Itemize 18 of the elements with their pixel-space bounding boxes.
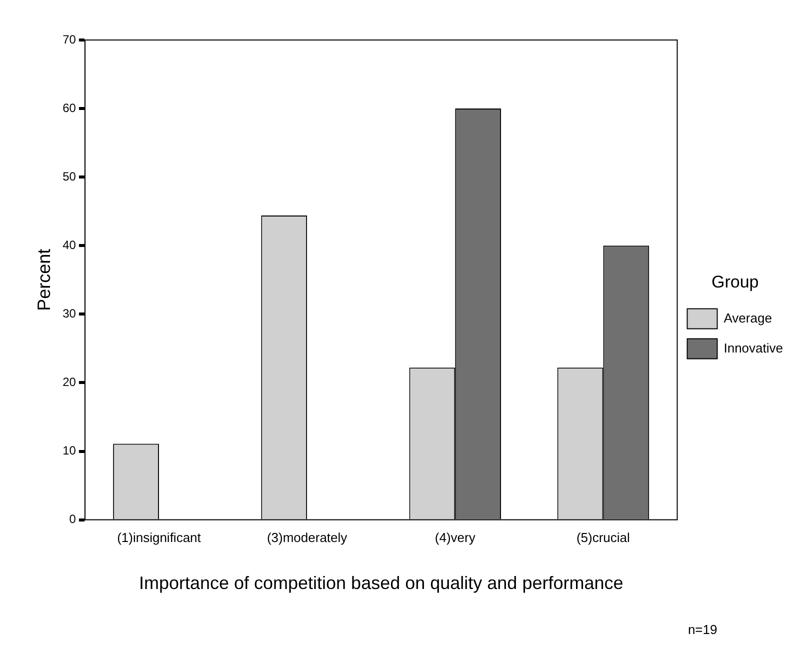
y-tick-label: 40 [62, 238, 76, 252]
x-tick-label: (3)moderately [266, 530, 348, 546]
y-tick-label: 50 [62, 169, 76, 184]
x-axis-title: Importance of competition based on quality and performance [138, 573, 624, 594]
y-axis-title: Percent [34, 248, 54, 311]
x-tick-label: (1)insignificant [117, 530, 202, 546]
x-tick-label: (5)crucial [576, 530, 630, 546]
y-tick-label: 20 [62, 375, 76, 390]
y-tick-label: 70 [62, 32, 76, 46]
y-tick-label: 30 [62, 306, 76, 320]
legend-title: Group [711, 272, 759, 292]
x-tick-label: (4)very [434, 530, 476, 546]
y-tick-label: 10 [62, 444, 76, 458]
y-tick-label: 60 [62, 100, 76, 115]
y-tick-label: 0 [69, 512, 76, 526]
legend-label: Innovative [724, 340, 784, 356]
text: n=19 [688, 622, 718, 638]
legend-label: Average [724, 310, 772, 326]
